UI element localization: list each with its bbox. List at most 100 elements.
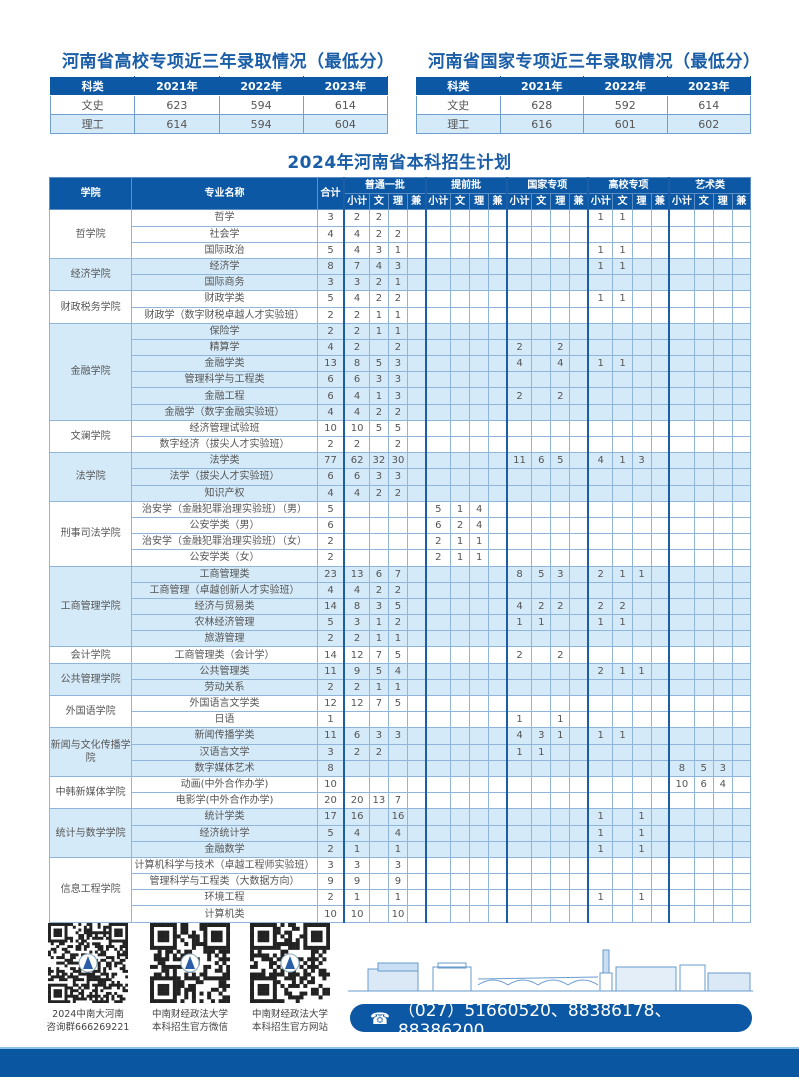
quota-cell: 1 bbox=[387, 889, 408, 907]
quota-cell: 1 bbox=[586, 824, 614, 842]
quota-cell: 3 bbox=[368, 241, 389, 259]
sub-header: 文 bbox=[368, 193, 389, 211]
quota-cell bbox=[450, 614, 471, 632]
quota-cell: 2 bbox=[368, 743, 389, 761]
major-cell: 金融数学 bbox=[131, 840, 318, 858]
table-row: 金融学类 13 8 5 3 4 4 1 1 bbox=[50, 355, 752, 373]
table-row: 新闻与文化传播学院 新闻传播学类 11 6 3 3 4 3 1 1 1 bbox=[48, 727, 752, 777]
quota-cell: 3 bbox=[387, 355, 408, 373]
quota-cell bbox=[424, 241, 452, 259]
quota-cell bbox=[731, 711, 752, 729]
quota-cell bbox=[612, 516, 633, 535]
quota-cell: 1 bbox=[550, 711, 571, 729]
quota-cell bbox=[531, 500, 552, 518]
major-cell: 数字媒体艺术 bbox=[131, 759, 318, 777]
quota-cell: 1 bbox=[631, 565, 652, 583]
total-cell: 12 bbox=[316, 694, 345, 713]
quota-cell bbox=[650, 274, 670, 292]
quota-cell: 4 bbox=[343, 581, 370, 599]
quota-cell: 2 bbox=[368, 274, 389, 292]
quota-cell: 10 bbox=[343, 905, 370, 923]
quota-cell bbox=[693, 419, 714, 438]
quota-cell bbox=[488, 452, 508, 470]
table-row: 计算机类 10 10 10 bbox=[50, 905, 752, 923]
table-row: 经济统计学 5 4 4 1 1 bbox=[50, 824, 752, 842]
total-cell: 3 bbox=[316, 209, 345, 227]
quota-cell: 9 bbox=[343, 662, 370, 680]
quota-cell: 1 bbox=[586, 840, 614, 858]
quota-cell bbox=[731, 209, 752, 227]
quota-cell bbox=[368, 873, 389, 891]
major-cell: 公安学类（女） bbox=[131, 549, 318, 567]
quota-cell bbox=[531, 694, 552, 713]
quota-cell bbox=[569, 889, 589, 907]
quota-cell: 1 bbox=[531, 743, 552, 761]
quota-cell bbox=[631, 775, 652, 794]
quota-cell bbox=[450, 306, 471, 324]
quota-cell bbox=[712, 435, 733, 454]
quota-cell: 1 bbox=[586, 889, 614, 907]
quota-cell bbox=[586, 581, 614, 599]
quota-cell bbox=[368, 338, 389, 357]
score-cell: 623 bbox=[134, 95, 220, 115]
quota-cell bbox=[550, 371, 571, 389]
quota-cell bbox=[469, 290, 490, 308]
quota-cell bbox=[450, 209, 471, 227]
quota-cell bbox=[505, 533, 533, 551]
quota-cell bbox=[368, 516, 389, 535]
quota-cell bbox=[450, 840, 471, 858]
quota-cell: 3 bbox=[368, 597, 389, 616]
total-cell: 3 bbox=[316, 274, 345, 292]
quota-cell: 1 bbox=[612, 565, 633, 583]
quota-cell bbox=[406, 646, 427, 664]
quota-cell bbox=[569, 533, 589, 551]
quota-cell: 10 bbox=[343, 419, 370, 438]
quota-cell bbox=[612, 533, 633, 551]
table-row: 哲学院 哲学 3 2 2 1 1 bbox=[48, 209, 752, 259]
quota-cell bbox=[693, 225, 714, 243]
quota-cell bbox=[612, 759, 633, 777]
quota-cell bbox=[712, 209, 733, 227]
quota-cell bbox=[505, 322, 533, 340]
quota-cell bbox=[569, 435, 589, 454]
quota-cell bbox=[550, 468, 571, 486]
table-row: 文澜学院 经济管理试验班 10 10 5 5 bbox=[48, 419, 752, 454]
quota-cell bbox=[424, 355, 452, 373]
quota-cell bbox=[631, 257, 652, 276]
quota-cell bbox=[693, 905, 714, 923]
quota-cell bbox=[693, 824, 714, 842]
quota-cell bbox=[424, 468, 452, 486]
quota-cell bbox=[668, 241, 695, 259]
quota-cell: 1 bbox=[387, 274, 408, 292]
college-cell: 刑事司法学院 bbox=[48, 500, 133, 567]
quota-cell: 5 bbox=[368, 662, 389, 680]
quota-cell: 8 bbox=[668, 759, 695, 777]
quota-cell: 7 bbox=[387, 792, 408, 810]
quota-cell bbox=[505, 775, 533, 794]
table-row: 外国语学院 外国语言文学类 12 12 7 5 bbox=[48, 694, 752, 729]
college-cell: 公共管理学院 bbox=[48, 662, 133, 697]
college-cell: 经济学院 bbox=[48, 257, 133, 292]
quota-cell: 2 bbox=[586, 597, 614, 616]
quota-cell: 5 bbox=[387, 419, 408, 438]
quota-cell bbox=[531, 403, 552, 421]
quota-cell bbox=[550, 808, 571, 826]
table-row: 公安学类（女） 2 2 1 1 bbox=[50, 549, 752, 567]
quota-cell bbox=[469, 565, 490, 583]
total-cell: 5 bbox=[316, 614, 345, 632]
quota-cell bbox=[406, 452, 427, 470]
quota-cell: 2 bbox=[387, 581, 408, 599]
quota-cell: 1 bbox=[387, 241, 408, 259]
quota-cell bbox=[531, 484, 552, 502]
quota-cell bbox=[668, 565, 695, 583]
quota-cell bbox=[712, 516, 733, 535]
quota-cell bbox=[693, 694, 714, 713]
total-cell: 2 bbox=[316, 630, 345, 648]
quota-cell bbox=[586, 873, 614, 891]
quota-cell bbox=[612, 856, 633, 875]
major-header: 专业名称 bbox=[131, 176, 318, 211]
quota-cell bbox=[368, 549, 389, 567]
quota-cell bbox=[650, 484, 670, 502]
total-cell: 3 bbox=[316, 743, 345, 761]
quota-cell bbox=[612, 371, 633, 389]
